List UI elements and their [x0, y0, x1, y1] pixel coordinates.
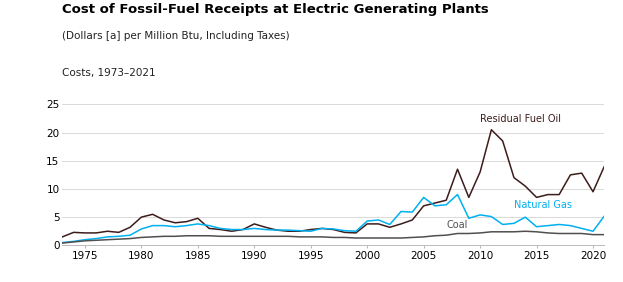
Text: Coal: Coal: [446, 221, 468, 230]
Text: (Dollars [a] per Million Btu, Including Taxes): (Dollars [a] per Million Btu, Including …: [62, 31, 290, 41]
Text: Cost of Fossil-Fuel Receipts at Electric Generating Plants: Cost of Fossil-Fuel Receipts at Electric…: [62, 3, 489, 16]
Text: Costs, 1973–2021: Costs, 1973–2021: [62, 68, 156, 78]
Text: Natural Gas: Natural Gas: [514, 201, 572, 210]
Text: Residual Fuel Oil: Residual Fuel Oil: [480, 114, 561, 124]
